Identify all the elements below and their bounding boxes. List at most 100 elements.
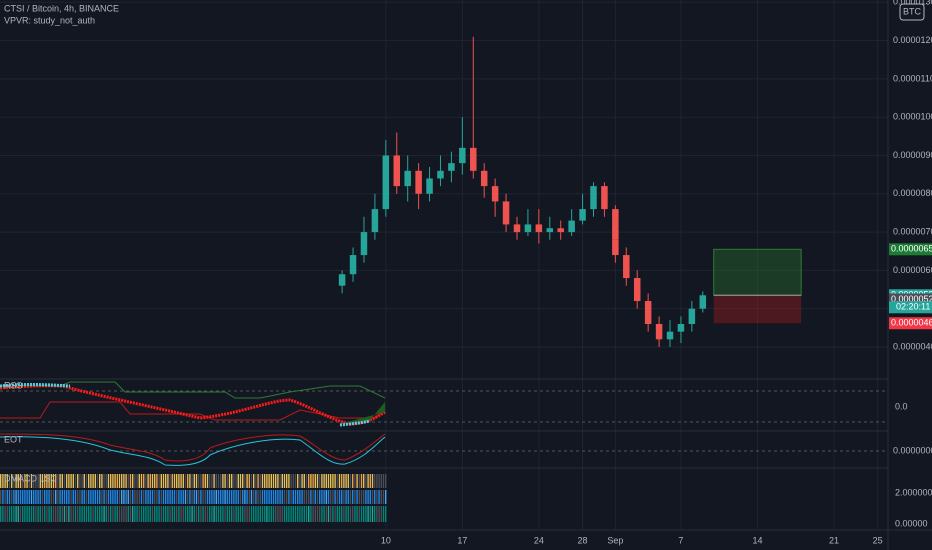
candle-body [502, 201, 510, 225]
stripe [321, 490, 323, 504]
stripe [114, 474, 116, 488]
candle-body [579, 209, 586, 221]
stripe [198, 474, 200, 488]
stripe [132, 490, 134, 504]
stripe [112, 490, 114, 504]
candle-body [513, 224, 521, 233]
candle-body [448, 163, 455, 171]
candle-body [568, 220, 575, 233]
stripe [26, 490, 28, 504]
stripe [367, 474, 369, 488]
stripe [314, 506, 316, 522]
currency-badge[interactable] [899, 3, 925, 21]
stripe [11, 474, 13, 488]
stripe [88, 490, 90, 504]
stripe [319, 490, 321, 504]
stripe [281, 490, 283, 504]
stripe [184, 506, 187, 522]
stripe [204, 490, 206, 504]
price-marker [889, 317, 932, 330]
stripe [327, 506, 330, 522]
loss-zone [713, 295, 802, 324]
candle-body [404, 170, 411, 187]
stripe [297, 506, 299, 522]
stripe [268, 506, 270, 522]
stripe [107, 506, 110, 522]
stripe [222, 490, 224, 504]
stripe [138, 490, 140, 504]
stripe [88, 506, 90, 522]
stripe [374, 474, 376, 488]
stripe [281, 474, 283, 488]
stripe [264, 506, 266, 522]
stripe [323, 474, 325, 488]
stripe [352, 474, 354, 488]
stripe [171, 474, 173, 488]
stripe [358, 506, 360, 522]
stripe [92, 474, 94, 488]
stripe [140, 490, 143, 504]
stripe [149, 474, 151, 488]
stripe [156, 474, 158, 488]
stripe [239, 490, 242, 504]
x-tick-label: 14 [752, 535, 762, 545]
stripe [286, 490, 288, 504]
stripe [385, 490, 387, 504]
stripe [33, 474, 35, 488]
stripe [369, 490, 371, 504]
stripe [22, 474, 24, 488]
stripe [136, 474, 138, 488]
stripe [336, 490, 338, 504]
stripe [228, 474, 231, 488]
stripe [363, 490, 365, 504]
stripe [191, 506, 193, 522]
stripe [303, 474, 305, 488]
stripe [125, 506, 127, 522]
stripe [268, 490, 270, 504]
stripe [112, 474, 114, 488]
stripe [6, 490, 8, 504]
stripe [107, 474, 110, 488]
stripe [255, 506, 257, 522]
stripe [90, 474, 92, 488]
stripe [176, 474, 178, 488]
stripe [211, 506, 213, 522]
stripe [77, 490, 79, 504]
stripe [48, 490, 50, 504]
stripe [140, 474, 143, 488]
stripe [184, 490, 187, 504]
stripe [17, 474, 19, 488]
stripe [363, 506, 365, 522]
stripe [365, 490, 367, 504]
stripe [103, 490, 105, 504]
stripe [8, 474, 11, 488]
stripe [178, 474, 180, 488]
stripe [330, 474, 332, 488]
stripe [121, 490, 123, 504]
price-marker-label: 0.00000655 [891, 244, 932, 254]
stripe [231, 490, 233, 504]
stripe [312, 474, 314, 488]
stripe [167, 490, 169, 504]
stripe [52, 474, 55, 488]
stripe [261, 490, 264, 504]
histogram-stripes [0, 474, 387, 522]
stripe [257, 474, 259, 488]
stripe [17, 506, 19, 522]
stripe [294, 490, 297, 504]
stripe [272, 474, 275, 488]
stripe [352, 506, 354, 522]
stripe [288, 474, 290, 488]
stripe [132, 474, 134, 488]
stripe [200, 490, 202, 504]
x-tick-label: 7 [678, 535, 683, 545]
stripe [83, 506, 85, 522]
stripe [79, 474, 81, 488]
stripe [374, 506, 376, 522]
profit-zone [713, 248, 802, 296]
stripe [176, 506, 178, 522]
y-tick-label: 0.00000800 [893, 188, 932, 198]
y-tick-label: 0.00000400 [893, 341, 932, 351]
stripe [338, 474, 341, 488]
